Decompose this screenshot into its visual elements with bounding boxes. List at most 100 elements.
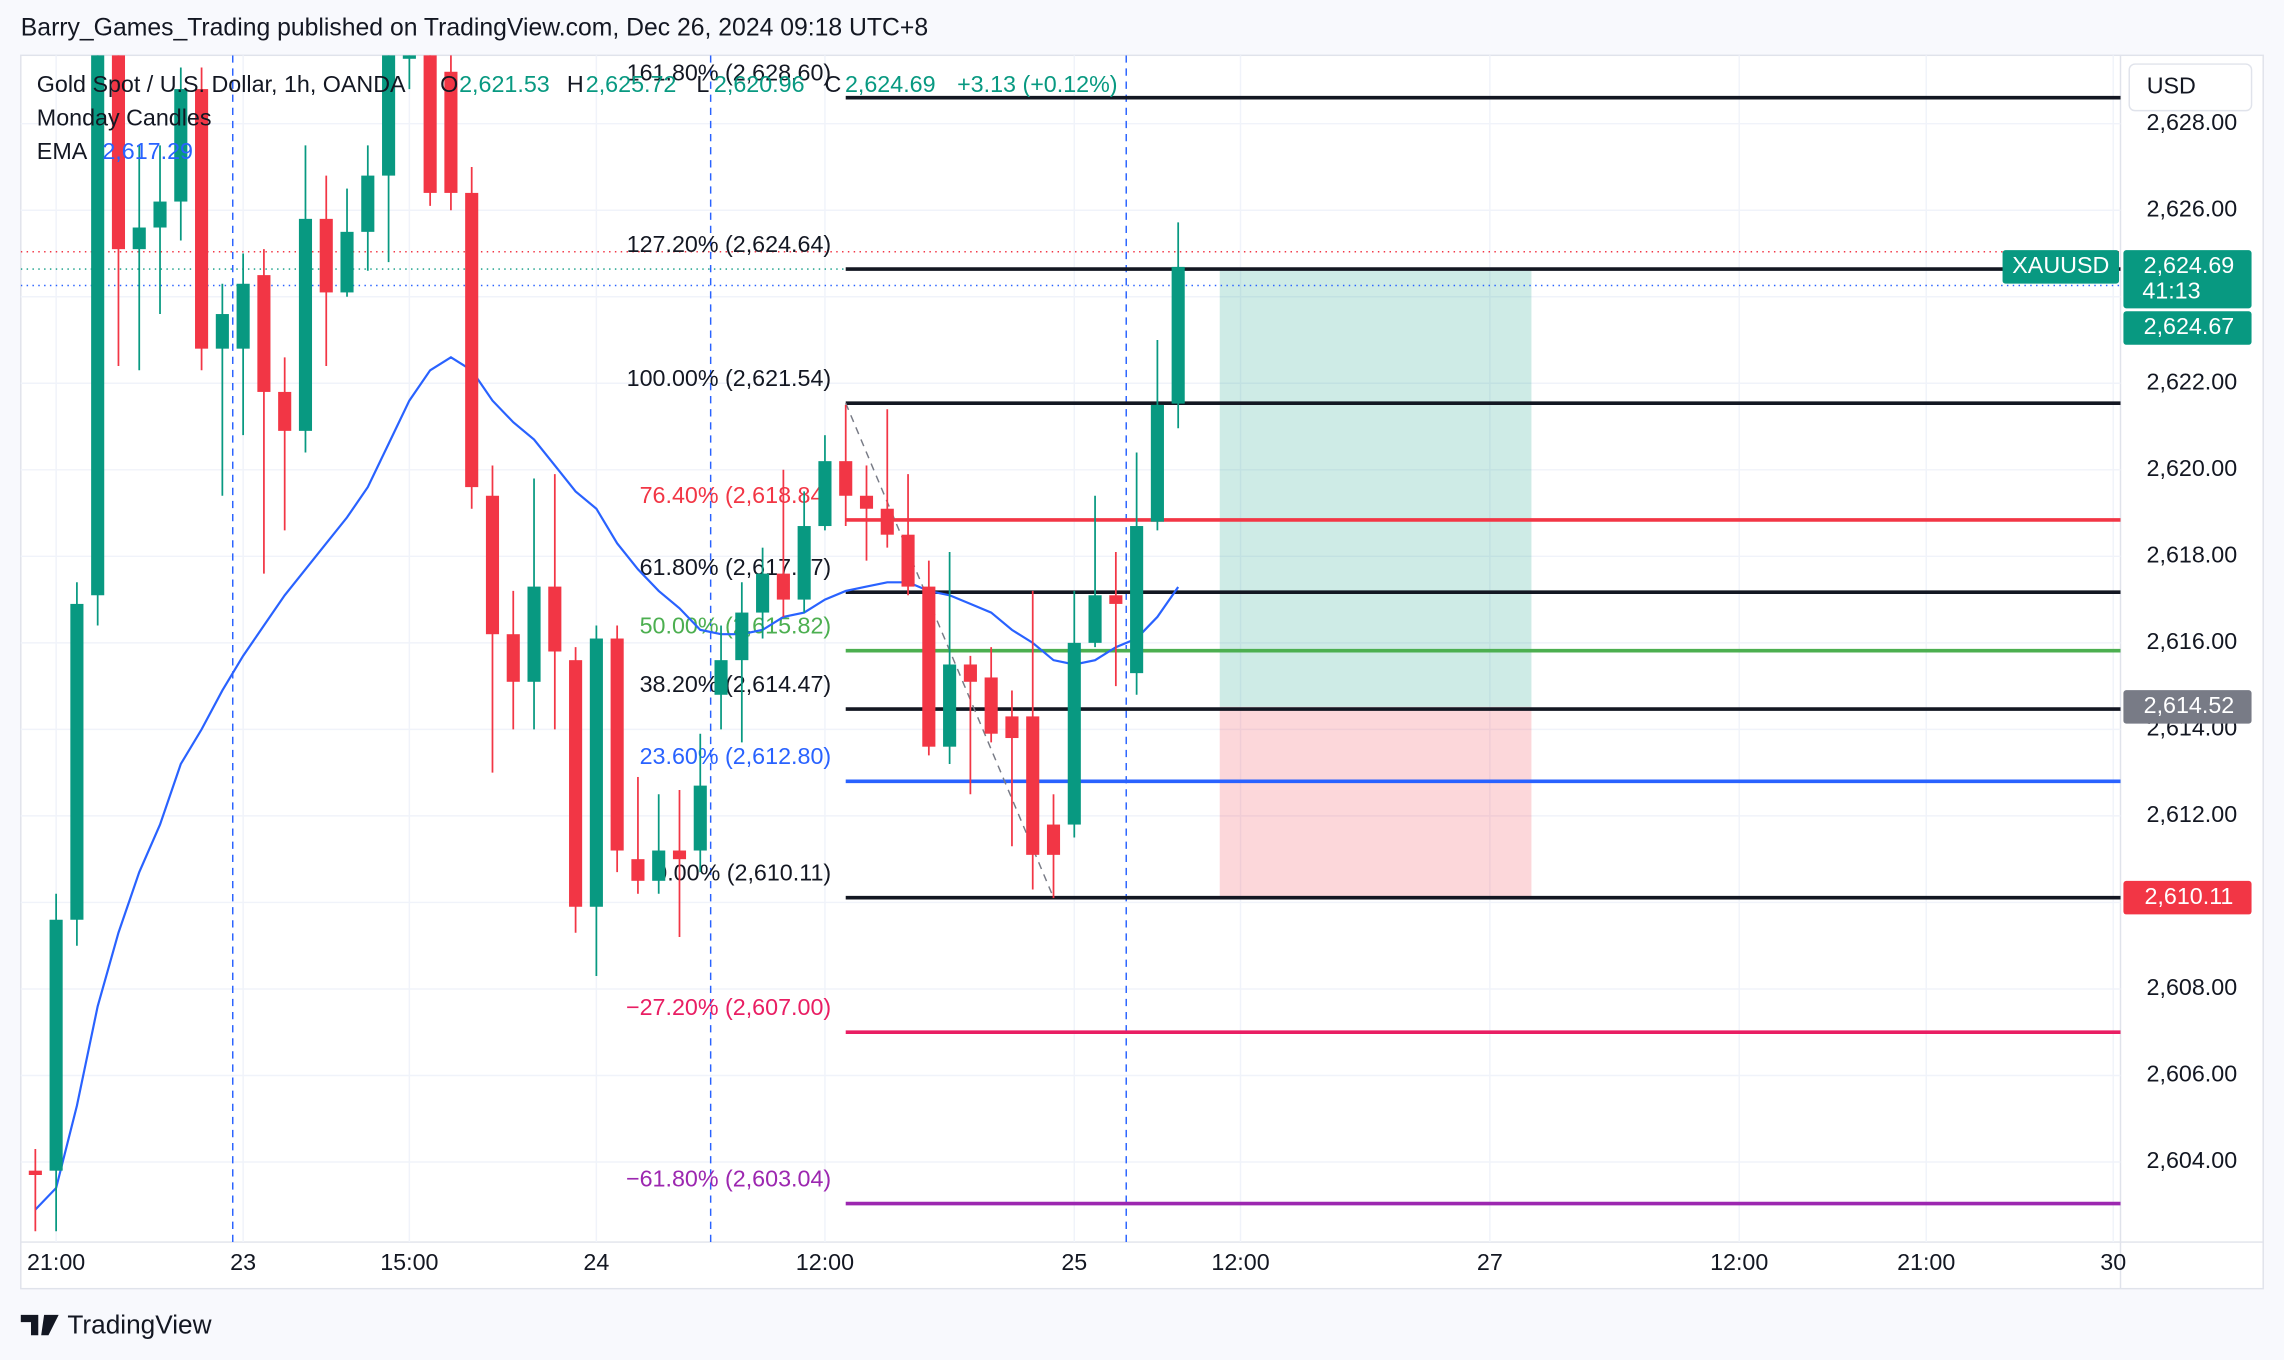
candle-body bbox=[1067, 642, 1081, 825]
candle-body bbox=[963, 664, 977, 682]
candle-body bbox=[195, 89, 209, 349]
y-tick-label: 2,628.00 bbox=[2147, 109, 2238, 135]
x-tick-label: 21:00 bbox=[1897, 1249, 1955, 1275]
candle-body bbox=[298, 218, 313, 431]
candle-body bbox=[631, 859, 645, 881]
candle-body bbox=[340, 231, 354, 293]
symbol-tag-box bbox=[2002, 250, 2120, 284]
x-tick-label: 15:00 bbox=[380, 1249, 438, 1275]
price-label-box bbox=[2123, 311, 2252, 345]
legend-change: +3.13 (+0.12%) bbox=[957, 71, 1118, 97]
candle-body bbox=[880, 508, 894, 535]
symbol-tag: XAUUSD bbox=[2012, 252, 2109, 278]
y-tick-label: 2,618.00 bbox=[2147, 541, 2238, 567]
publisher-header: Barry_Games_Trading published on Trading… bbox=[21, 15, 928, 42]
candle-body bbox=[672, 850, 687, 860]
candle-body bbox=[610, 638, 624, 851]
candle-body bbox=[444, 71, 458, 193]
candle-body bbox=[1046, 824, 1061, 855]
fib-level-label: 100.00% (2,621.54) bbox=[627, 365, 832, 391]
logo-icon bbox=[20, 1314, 59, 1336]
candle-body bbox=[319, 218, 333, 293]
legend-key: L bbox=[696, 71, 709, 97]
candle-body bbox=[735, 612, 749, 661]
legend-value: 2,621.53 bbox=[459, 71, 550, 97]
price-label: 2,614.52 bbox=[2144, 692, 2235, 718]
candle-body bbox=[589, 638, 603, 907]
candle-body bbox=[1088, 595, 1102, 643]
candle-body bbox=[569, 660, 583, 907]
candle-body bbox=[756, 573, 770, 613]
candle-body bbox=[652, 850, 666, 881]
candle-body bbox=[859, 495, 874, 509]
candle-body bbox=[1109, 595, 1123, 604]
price-label: 2,624.69 bbox=[2144, 252, 2235, 278]
candle-body bbox=[485, 495, 500, 635]
candle-body bbox=[465, 192, 479, 488]
ema-value: 2,617.29 bbox=[102, 138, 193, 164]
candle-body bbox=[527, 586, 541, 682]
fib-level-label: −27.20% (2,607.00) bbox=[626, 994, 831, 1020]
candle-body bbox=[922, 586, 936, 747]
x-tick-label: 12:00 bbox=[1710, 1249, 1768, 1275]
candle-body bbox=[28, 1170, 42, 1175]
currency-button[interactable] bbox=[2128, 63, 2253, 112]
y-tick-label: 2,616.00 bbox=[2147, 628, 2238, 654]
candle-body bbox=[1026, 716, 1040, 855]
candle-body bbox=[91, 55, 105, 596]
legend-value: 2,625.72 bbox=[586, 71, 677, 97]
candle-body bbox=[693, 785, 707, 851]
y-tick-label: 2,620.00 bbox=[2147, 455, 2238, 481]
candle-body bbox=[714, 660, 728, 695]
y-tick-label: 2,622.00 bbox=[2147, 368, 2238, 394]
y-tick-label: 2,612.00 bbox=[2147, 801, 2238, 827]
indicator-name: Monday Candles bbox=[37, 105, 212, 131]
legend-key: C bbox=[825, 71, 842, 97]
candle-body bbox=[839, 461, 853, 496]
candle-body bbox=[278, 391, 292, 431]
fib-level-label: −61.80% (2,603.04) bbox=[626, 1165, 831, 1191]
candle-body bbox=[257, 275, 271, 392]
price-label: 2,624.67 bbox=[2144, 313, 2235, 339]
candle-body bbox=[215, 314, 229, 349]
ema-name: EMA bbox=[37, 138, 88, 164]
candle-body bbox=[153, 201, 167, 228]
symbol-title: Gold Spot / U.S. Dollar, 1h, OANDA bbox=[37, 71, 406, 97]
candle-body bbox=[818, 461, 832, 527]
x-tick-label: 23 bbox=[230, 1249, 256, 1275]
candle-body bbox=[423, 55, 437, 193]
currency-label[interactable]: USD bbox=[2147, 73, 2196, 99]
fib-level-label: 23.60% (2,612.80) bbox=[640, 743, 832, 769]
plot-area: 161.80% (2,628.60) 127.20% (2,624.64) 100.… bbox=[20, 55, 2121, 1243]
legend-key: H bbox=[567, 71, 584, 97]
candle-body bbox=[132, 227, 146, 250]
price-label: 2,610.11 bbox=[2144, 883, 2233, 909]
y-tick-label: 2,606.00 bbox=[2147, 1061, 2238, 1087]
x-tick-label: 30 bbox=[2100, 1249, 2126, 1275]
candle-body bbox=[111, 55, 126, 250]
candle-body bbox=[901, 534, 915, 587]
legend-value: 2,620.96 bbox=[714, 71, 805, 97]
x-tick-label: 27 bbox=[1477, 1249, 1503, 1275]
candle-body bbox=[382, 55, 396, 176]
axes: 2,604.002,606.002,608.002,610.002,612.00… bbox=[27, 109, 2252, 1275]
x-tick-label: 24 bbox=[583, 1249, 609, 1275]
legend-key: O bbox=[440, 71, 458, 97]
candle-body bbox=[797, 526, 811, 600]
candle-body bbox=[943, 664, 957, 747]
price-label-box bbox=[2123, 690, 2252, 724]
position-stop-zone bbox=[1219, 706, 1532, 898]
x-tick-label: 25 bbox=[1061, 1249, 1087, 1275]
position-target-zone bbox=[1219, 270, 1532, 707]
legend-value: 2,624.69 bbox=[845, 71, 936, 97]
countdown-label: 41:13 bbox=[2142, 278, 2200, 304]
candle-body bbox=[49, 919, 63, 1171]
legend: Gold Spot / U.S. Dollar, 1h, OANDA O 2,6… bbox=[37, 71, 1118, 164]
fib-level-label: 161.80% (2,628.60) bbox=[627, 60, 832, 86]
candle-body bbox=[402, 55, 416, 59]
x-tick-label: 12:00 bbox=[1211, 1249, 1269, 1275]
x-tick-label: 21:00 bbox=[27, 1249, 85, 1275]
candle-body bbox=[548, 586, 562, 652]
